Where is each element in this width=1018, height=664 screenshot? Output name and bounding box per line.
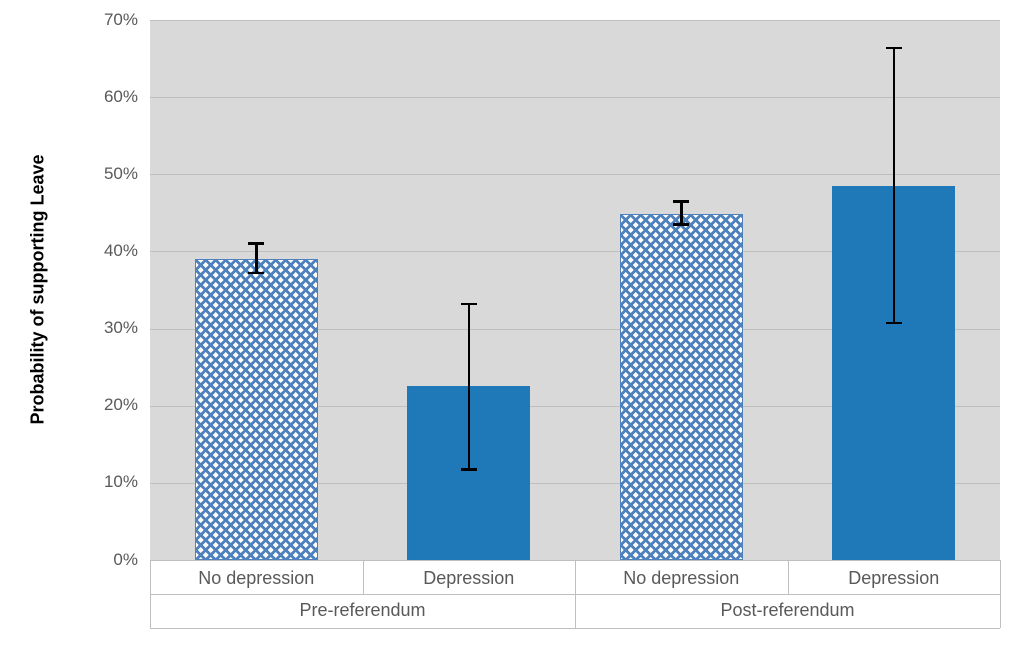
y-tick-label: 40% bbox=[0, 241, 138, 261]
x-sub-label: No depression bbox=[575, 568, 788, 589]
error-cap bbox=[673, 200, 689, 203]
axis-divider bbox=[150, 560, 151, 628]
axis-divider bbox=[575, 560, 576, 628]
y-tick-label: 70% bbox=[0, 10, 138, 30]
y-tick-label: 60% bbox=[0, 87, 138, 107]
bar bbox=[195, 259, 318, 560]
axis-divider bbox=[363, 560, 364, 594]
error-cap bbox=[461, 303, 477, 306]
x-sub-label: No depression bbox=[150, 568, 363, 589]
error-cap bbox=[886, 322, 902, 325]
bar bbox=[620, 214, 743, 560]
chart-container: Probability of supporting Leave 0%10%20%… bbox=[0, 0, 1018, 664]
error-bar bbox=[893, 48, 896, 323]
error-bar bbox=[468, 304, 471, 470]
error-cap bbox=[673, 223, 689, 226]
gridline bbox=[150, 97, 1000, 98]
x-group-label: Post-referendum bbox=[575, 600, 1000, 621]
x-sub-label: Depression bbox=[363, 568, 576, 589]
axis-divider bbox=[788, 560, 789, 594]
y-tick-label: 50% bbox=[0, 164, 138, 184]
y-tick-label: 0% bbox=[0, 550, 138, 570]
error-cap bbox=[248, 242, 264, 245]
error-cap bbox=[461, 468, 477, 471]
error-bar bbox=[680, 201, 683, 224]
gridline bbox=[150, 20, 1000, 21]
x-group-label: Pre-referendum bbox=[150, 600, 575, 621]
y-tick-label: 10% bbox=[0, 472, 138, 492]
gridline bbox=[150, 174, 1000, 175]
axis-divider bbox=[1000, 560, 1001, 628]
axis-divider bbox=[150, 628, 1000, 629]
y-tick-label: 30% bbox=[0, 318, 138, 338]
y-tick-label: 20% bbox=[0, 395, 138, 415]
error-cap bbox=[248, 272, 264, 275]
x-sub-label: Depression bbox=[788, 568, 1001, 589]
error-bar bbox=[255, 244, 258, 273]
error-cap bbox=[886, 47, 902, 50]
